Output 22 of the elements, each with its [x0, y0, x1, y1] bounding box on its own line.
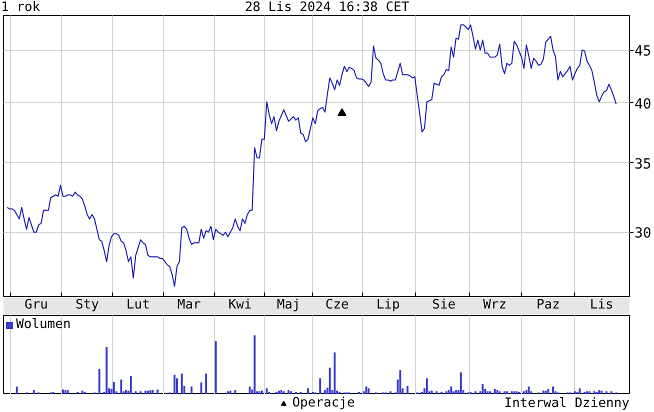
y-tick-label: 30 — [634, 226, 652, 242]
chart-title: 1 rok — [1, 0, 40, 15]
x-tick-label: Maj — [276, 298, 300, 312]
x-tick-label: Lip — [376, 298, 400, 312]
legend-label: Wolumen — [16, 317, 71, 332]
x-tick-label: Kwi — [228, 298, 252, 312]
x-tick-label: Wrz — [483, 298, 507, 312]
y-tick-label: 35 — [634, 156, 652, 172]
y-tick-label: 45 — [634, 44, 652, 60]
x-tick-label: Cze — [325, 298, 350, 312]
text: Interwal Dzienny — [504, 396, 630, 411]
x-tick-label: Sie — [432, 298, 456, 312]
x-tick-label: Sty — [75, 298, 100, 312]
legend-label: Operacje — [292, 396, 355, 410]
chart-subtitle: 28 Lis 2024 16:38 CET — [244, 0, 410, 15]
line-series — [6, 24, 617, 287]
x-tick-label: Lis — [590, 298, 614, 312]
y-tick-label: 40 — [634, 96, 652, 112]
x-tick-label: Gru — [24, 298, 48, 312]
x-tick-label: Lut — [126, 298, 150, 312]
x-tick-label: Paz — [536, 298, 560, 312]
x-tick-label: Mar — [177, 298, 202, 312]
